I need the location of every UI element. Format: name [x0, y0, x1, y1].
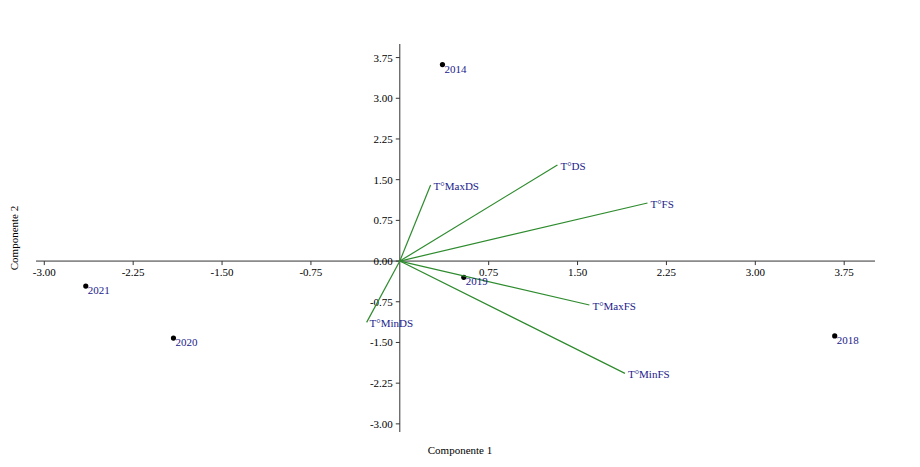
- loading-vector: [400, 261, 625, 373]
- y-axis: [399, 44, 400, 432]
- y-tick-label: 3.75: [374, 52, 394, 64]
- x-tick: [755, 261, 756, 265]
- x-tick: [310, 261, 311, 265]
- x-axis-title: Componente 1: [428, 444, 492, 456]
- y-tick-label: 0.00: [374, 255, 394, 267]
- x-tick: [488, 261, 489, 265]
- loading-vector: [400, 203, 648, 261]
- y-tick: [396, 220, 400, 221]
- marks: [83, 62, 837, 373]
- x-tick-label: -3.00: [33, 266, 56, 278]
- x-tick-label: -2.25: [122, 266, 145, 278]
- x-tick-label: 3.00: [746, 266, 766, 278]
- y-tick: [396, 301, 400, 302]
- vector-label: T°DS: [560, 160, 585, 172]
- point-label: 2020: [175, 336, 198, 348]
- y-tick-label: 1.50: [374, 174, 394, 186]
- vector-label: T°MaxFS: [592, 300, 636, 312]
- loading-vector: [400, 261, 590, 305]
- vector-label: T°MinDS: [370, 317, 414, 329]
- y-tick: [396, 57, 400, 58]
- x-tick-label: 1.50: [568, 266, 588, 278]
- y-tick: [396, 138, 400, 139]
- y-tick: [396, 423, 400, 424]
- y-tick-label: -0.75: [370, 296, 393, 308]
- y-tick-label: -1.50: [370, 336, 393, 348]
- x-tick: [133, 261, 134, 265]
- x-tick: [222, 261, 223, 265]
- loading-vector: [400, 185, 431, 261]
- point-label: 2014: [444, 63, 467, 75]
- vector-label: T°MaxDS: [434, 180, 479, 192]
- loading-vector: [400, 165, 558, 261]
- point-label: 2019: [466, 275, 489, 287]
- x-tick: [666, 261, 667, 265]
- x-tick: [577, 261, 578, 265]
- vector-label: T°MinFS: [628, 368, 670, 380]
- x-tick: [44, 261, 45, 265]
- chart: -3.00 -2.25 -1.50 -0.75 0.75 1.50 2.25 3.00 3.75…: [0, 0, 920, 467]
- y-axis-title: Componente 2: [8, 206, 20, 270]
- x-axis: [36, 261, 875, 262]
- x-tick-label: 3.75: [835, 266, 855, 278]
- y-tick-label: 3.00: [374, 92, 394, 104]
- y-tick: [396, 179, 400, 180]
- point-label: 2021: [88, 284, 110, 296]
- y-tick: [396, 342, 400, 343]
- labels: 2014 2021 2020 2019 2018 T°MaxDS T°DS T°FS T°Max…: [88, 63, 859, 381]
- y-tick-label: 2.25: [374, 133, 394, 145]
- y-tick: [396, 383, 400, 384]
- y-tick-label: -3.00: [370, 418, 393, 430]
- x-tick-label: -1.50: [211, 266, 234, 278]
- y-tick-label: 0.75: [374, 214, 394, 226]
- loading-vector: [367, 261, 400, 322]
- x-tick-label: -0.75: [299, 266, 322, 278]
- x-tick: [844, 261, 845, 265]
- x-tick-label: 2.25: [657, 266, 677, 278]
- y-tick-label: -2.25: [370, 377, 393, 389]
- point-label: 2018: [837, 334, 860, 346]
- y-tick: [396, 98, 400, 99]
- vector-label: T°FS: [650, 198, 673, 210]
